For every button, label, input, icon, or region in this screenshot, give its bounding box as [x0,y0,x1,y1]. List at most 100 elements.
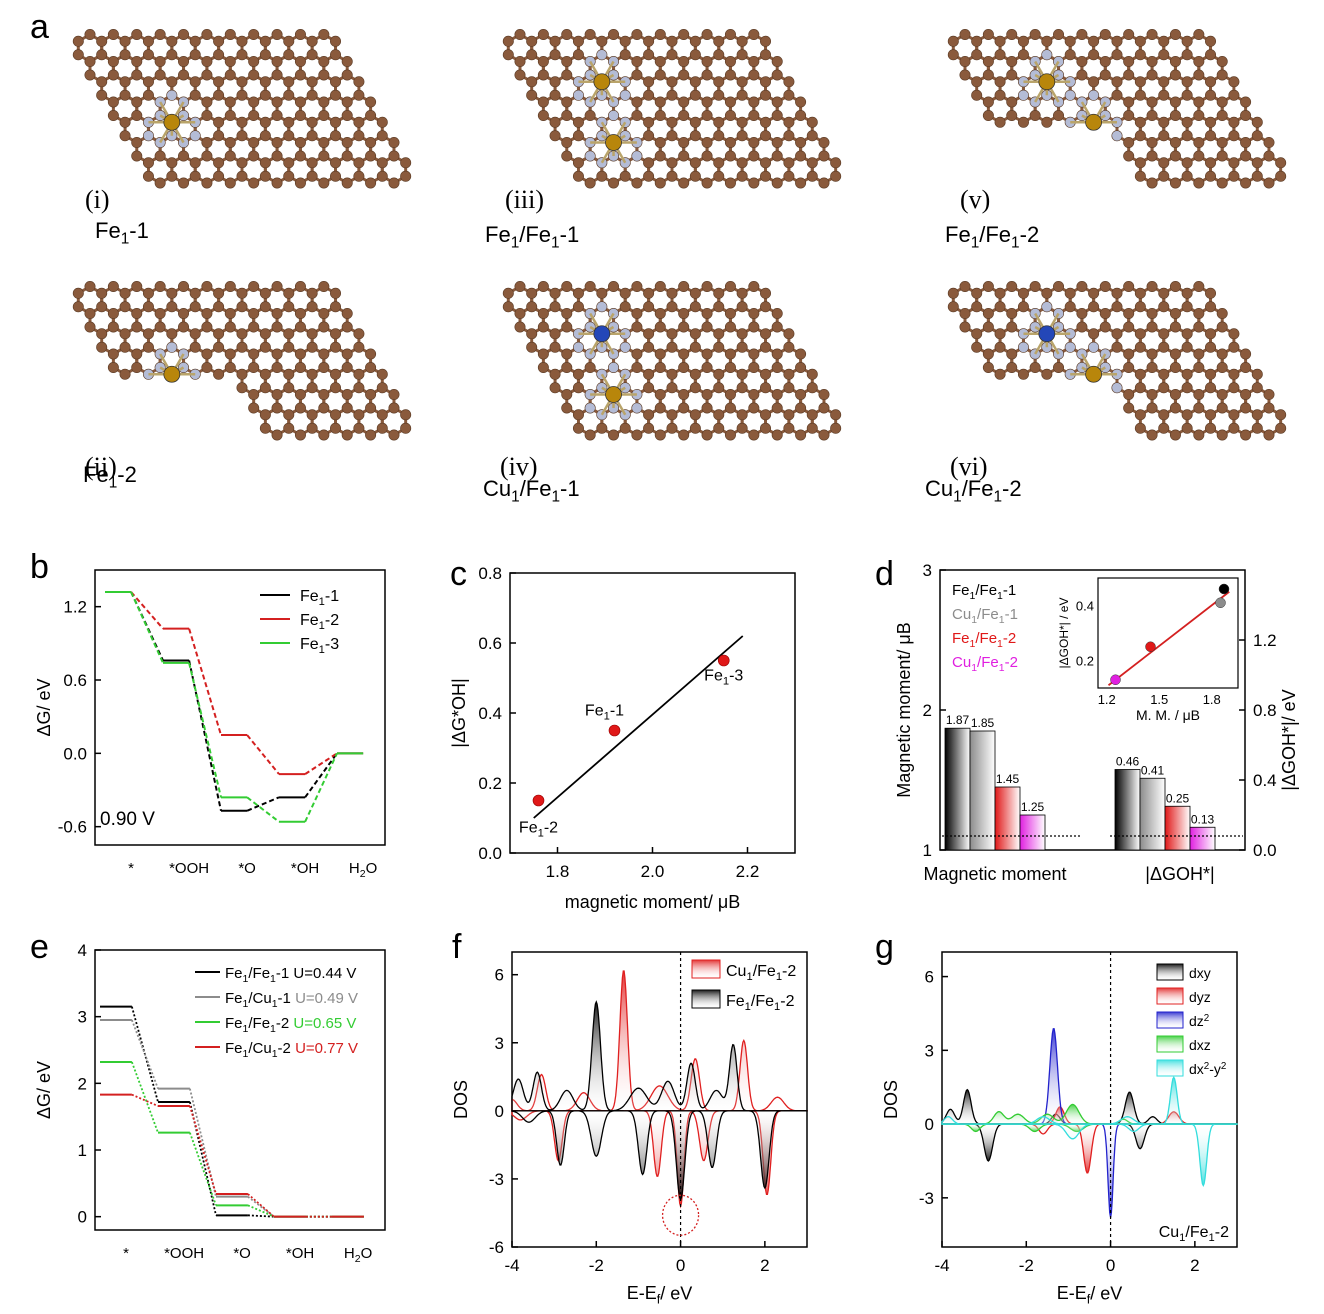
e-ytick-label-4: 4 [78,941,87,960]
b-connector-0-2 [188,660,222,811]
b-connector-1-1 [130,591,164,630]
c-point-1 [608,724,621,737]
d-inset-xtick-0: 1.2 [1098,692,1116,707]
g-ytick-label-1: 0 [925,1115,934,1134]
d-ytick-left-label-1: 2 [923,701,932,720]
g-ytick-label-3: 6 [925,968,934,987]
f-legend-swatch-0 [691,959,721,979]
structure-fe1-1 [72,28,412,189]
iron-atom [163,113,181,131]
c-point-0 [532,794,545,807]
b-ytick-label-0: 1.2 [63,598,87,617]
g-legend-swatch-0 [1156,963,1184,981]
f-ytick-label-3: 3 [495,1034,504,1053]
chart-c: 0.0 0.2 0.4 0.6 0.8 1.8 2.0 2.2 magnetic moment/… [449,564,796,912]
d-bar-mm-2 [994,786,1021,851]
b-connector-0-3 [246,796,280,812]
d-bar-mm-0 [944,727,971,851]
g-ytick-label-2: 3 [925,1041,934,1060]
e-connector-0-3 [247,1214,275,1218]
structure-name-2: Fe1-2 [83,462,137,492]
iron-atom [163,365,181,383]
d-bar-mm-label-0: 1.87 [946,713,970,727]
d-bar-mm-label-1: 1.85 [971,716,995,730]
d-bar-mm-3 [1019,814,1046,851]
b-xcat-4: H2O [349,860,377,880]
b-legend-text-1: Fe1-2 [300,612,339,632]
e-ytick-label-0: 0 [78,1208,87,1227]
d-inset-ytick-0: 0.2 [1076,654,1094,669]
b-legend-text-2: Fe1-3 [300,636,339,656]
g-dos-4-up [941,1076,1238,1125]
g-legend-text-0: dxy [1189,965,1211,981]
d-bar-dg-label-0: 0.46 [1116,755,1140,769]
panel-label-b: b [30,548,49,586]
f-legend-text-1: Fe1/Fe1-2 [726,993,795,1013]
b-connector-2-2 [188,662,222,798]
c-ytick-label-3: 0.6 [478,634,502,653]
b-ytick-label-1: 0.6 [63,671,87,690]
d-bar-mm-1 [969,730,996,851]
g-legend-text-3: dxz [1189,1037,1211,1053]
e-xcat-4: H2O [344,1245,372,1265]
e-connector-3-3 [247,1193,275,1218]
e-xcat-2: *O [233,1245,251,1262]
d-inset-frame [1097,577,1239,689]
g-legend-swatch-4 [1156,1059,1184,1077]
f-legend-text-0: Cu1/Fe1-2 [726,963,796,983]
e-legend-text-2: Fe1/Fe1-2 U=0.65 V [225,1015,356,1035]
c-ytick-label-0: 0.0 [478,844,502,863]
e-connector-1-2 [189,1088,217,1197]
d-bar-mm-label-2: 1.45 [996,772,1020,786]
structure-roman-5: (v) [960,185,990,214]
b-xcat-2: *O [238,860,256,877]
g-legend-swatch-2 [1156,1011,1184,1029]
d-ytick-right-label-2: 0.8 [1253,701,1277,720]
g-legend-swatch-3 [1156,1035,1184,1053]
d-inset-xlabel: M. M. / μB [1136,707,1200,723]
c-point-label-1: Fe1-1 [585,703,624,723]
e-legend-text-3: Fe1/Cu1-2 U=0.77 V [225,1040,358,1060]
d-bar-dg-label-3: 0.13 [1191,812,1215,826]
e-ytick-label-3: 3 [78,1008,87,1027]
structure-name-5: Fe1/Fe1-2 [945,222,1039,252]
g-annotation: Cu1/Fe1-2 [1159,1224,1229,1244]
c-ytick-label-1: 0.2 [478,774,502,793]
d-legend-2: Fe1/Fe1-2 [952,630,1016,650]
b-connector-2-1 [130,591,164,664]
e-frame [94,949,386,1231]
chart-e: 0 1 2 3 4 ΔG/ eV * *OOH *O *OH H2O Fe1/Fe1-1 U=0.44… [34,941,386,1265]
f-xlabel: E-Ef/ eV [627,1283,693,1307]
g-ytick-label-0: -3 [919,1189,934,1208]
b-connector-2-4 [304,752,338,823]
copper-atom [1038,325,1056,343]
structure-cu1-fe1-2 [947,280,1287,441]
e-ytick-label-1: 1 [78,1141,87,1160]
panel-label-g: g [875,928,894,966]
e-connector-1-1 [131,1019,159,1089]
b-ylabel: ΔG/ eV [34,678,54,736]
b-ytick-label-2: 0.0 [63,744,87,763]
structure-name-4: Cu1/Fe1-1 [483,476,580,506]
e-ytick-label-2: 2 [78,1074,87,1093]
structure-fe1-2 [72,280,412,441]
g-legend-swatch-1 [1156,987,1184,1005]
iron-atom [593,73,611,91]
structure-name-6: Cu1/Fe1-2 [925,476,1022,506]
d-bar-dg-2 [1164,805,1191,851]
g-dos-4-down [941,1123,1238,1188]
c-point-label-2: Fe1-3 [704,668,743,688]
b-xcat-1: *OOH [169,860,209,877]
d-ytick-right-label-0: 0.0 [1253,841,1277,860]
e-connector-2-1 [131,1061,159,1133]
d-ytick-left-label-2: 3 [923,561,932,580]
chart-f: -6 -3 0 3 6 -4 -2 0 2 E-Ef/ eV DOS Cu1/Fe1-2 Fe1/Fe1… [451,951,808,1307]
c-xtick-label-1: 2.0 [641,862,665,881]
d-ytick-left-label-0: 1 [923,841,932,860]
b-legend-text-0: Fe1-1 [300,588,339,608]
d-legend-3: Cu1/Fe1-2 [952,654,1018,674]
d-inset-xtick-1: 1.5 [1150,692,1168,707]
panel-label-a: a [30,8,49,46]
chart-d: 1 2 3 0.0 0.4 0.8 1.2 Magnetic moment/ μB |ΔGOH*… [894,561,1299,884]
iron-atom [1085,113,1103,131]
